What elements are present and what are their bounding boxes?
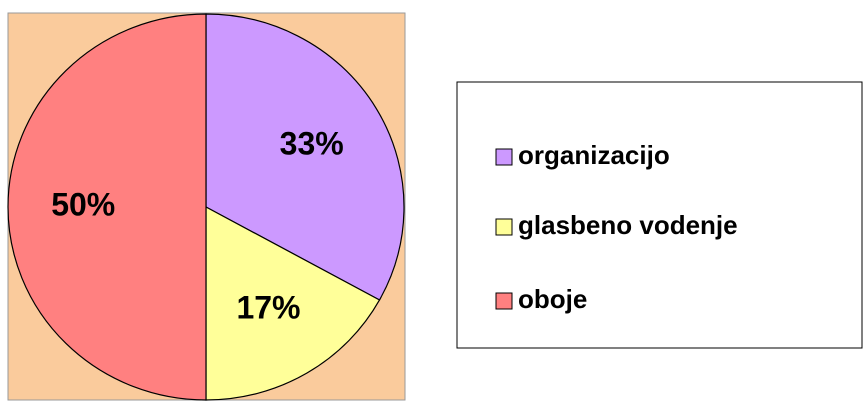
pie-slice bbox=[7, 13, 207, 401]
pie-slice bbox=[205, 205, 381, 401]
legend-label: organizacijo bbox=[518, 140, 670, 170]
legend-label: oboje bbox=[518, 284, 587, 314]
legend-box bbox=[456, 81, 863, 349]
legend-label: glasbeno vodenje bbox=[518, 210, 738, 240]
data-label: 50% bbox=[51, 186, 115, 222]
data-label: 33% bbox=[280, 126, 344, 162]
legend-swatch bbox=[495, 148, 513, 166]
data-label: 17% bbox=[236, 289, 300, 325]
pie-slice bbox=[205, 13, 405, 301]
legend-swatch bbox=[495, 218, 513, 236]
legend-swatch bbox=[495, 292, 513, 310]
